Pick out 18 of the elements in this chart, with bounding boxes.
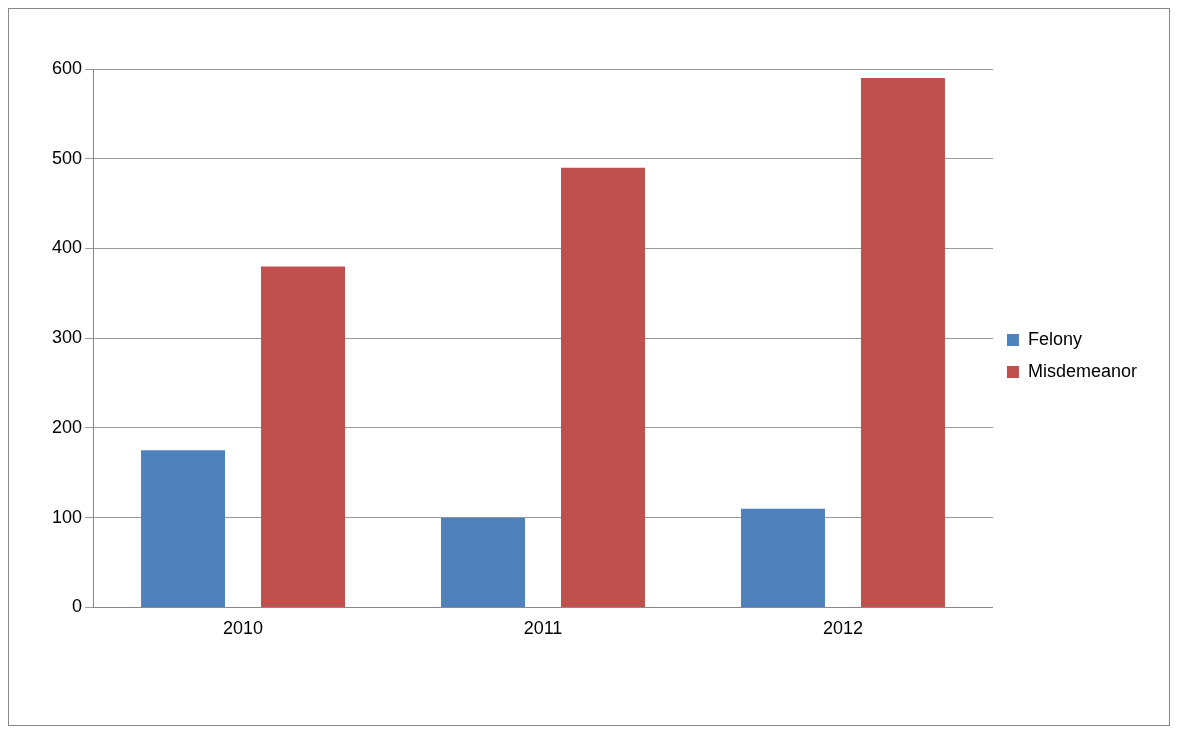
legend-label: Misdemeanor — [1027, 360, 1138, 381]
bar — [261, 266, 346, 607]
y-tick-label: 100 — [51, 506, 83, 527]
y-tick-label: 400 — [51, 237, 83, 258]
x-tick-label: 2012 — [822, 618, 863, 639]
bar — [141, 450, 226, 607]
bar — [860, 77, 945, 607]
y-tick-label: 300 — [51, 327, 83, 348]
y-tick-label: 0 — [72, 596, 83, 617]
bar — [560, 167, 645, 607]
bar — [740, 508, 825, 607]
legend-label: Felony — [1027, 328, 1082, 349]
bar — [441, 517, 525, 607]
y-tick-label: 200 — [51, 416, 83, 437]
y-tick-label: 500 — [51, 147, 83, 168]
x-tick-label: 2011 — [523, 618, 563, 639]
y-tick-label: 600 — [51, 57, 83, 78]
x-tick-label: 2010 — [223, 618, 264, 639]
